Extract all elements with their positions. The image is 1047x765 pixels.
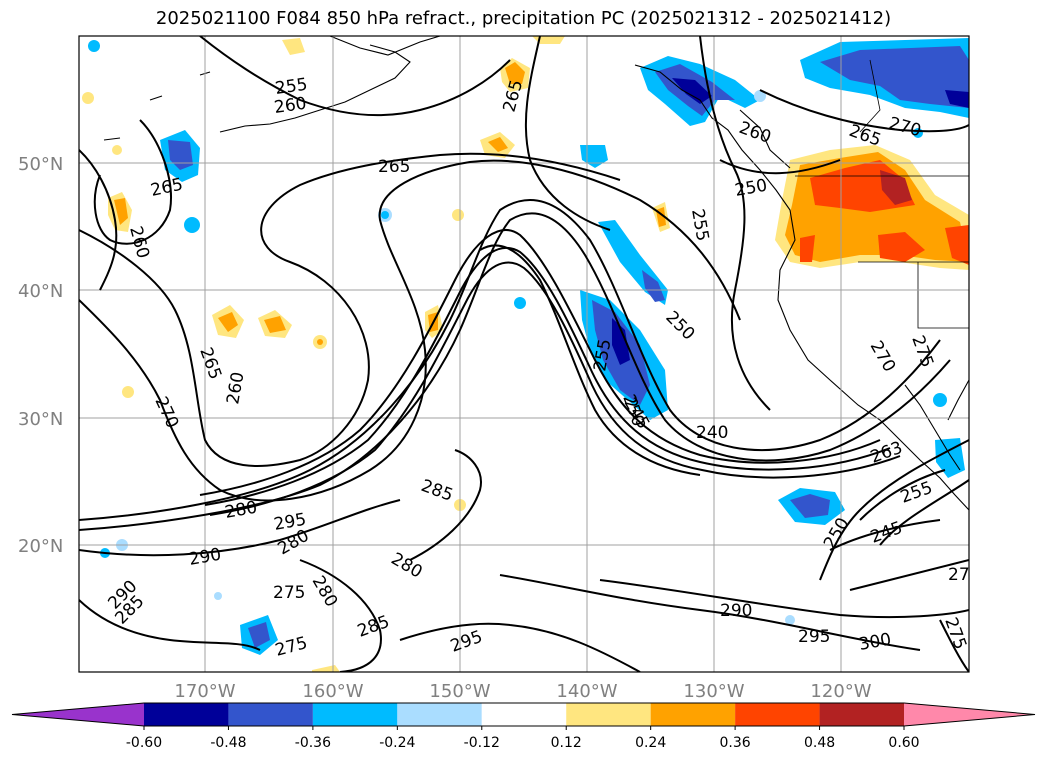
map-background [79, 36, 969, 672]
colorbar: -0.60 -0.48 -0.36 -0.24 -0.12 0.12 0.24 0.36 0.4… [11, 702, 1036, 751]
colorbar-swatch [735, 703, 820, 726]
latitude-labels: 50°N 40°N 30°N 20°N [18, 154, 63, 557]
colorbar-swatch [650, 703, 736, 726]
colorbar-tick-label: -0.36 [295, 735, 331, 751]
lon-label: 150°W [429, 681, 490, 702]
contour-label: 260 [273, 94, 308, 118]
colorbar-swatch [312, 703, 398, 726]
lon-label: 120°W [810, 681, 871, 702]
lat-label: 20°N [18, 536, 63, 557]
colorbar-tick-label: -0.48 [210, 735, 246, 751]
contour-label: 255 [274, 75, 309, 99]
contour-label: 295 [798, 627, 830, 647]
borders [795, 59, 969, 329]
lon-label: 140°W [556, 681, 617, 702]
colorbar-tick-label: -0.24 [379, 735, 415, 751]
contour-label: 290 [720, 601, 752, 621]
longitude-labels: 170°W 160°W 150°W 140°W 130°W 120°W [174, 681, 871, 702]
colorbar-extend-high [904, 703, 1035, 726]
colorbar-swatch [228, 703, 313, 726]
colorbar-extend-low [12, 703, 144, 726]
contour-label: 240 [696, 423, 728, 443]
colorbar-tick-label: 0.12 [551, 735, 582, 751]
colorbar-swatch [481, 703, 567, 726]
colorbar-tick-label: 0.60 [888, 735, 919, 751]
contour-label: 275 [273, 583, 305, 603]
lon-label: 160°W [302, 681, 363, 702]
refractivity-contours [79, 36, 969, 672]
colorbar-swatch [566, 703, 651, 726]
lon-label: 130°W [683, 681, 744, 702]
map-frame [78, 35, 970, 673]
colorbar-swatch [144, 703, 229, 726]
colorbar-tick-label: -0.60 [126, 735, 162, 751]
lat-label: 50°N [18, 154, 63, 175]
contour-label: 27 [948, 565, 970, 585]
lat-label: 40°N [18, 281, 63, 302]
contour-label: 265 [378, 157, 410, 177]
colorbar-swatch [397, 703, 482, 726]
lon-label: 170°W [174, 681, 235, 702]
colorbar-tick-label: 0.36 [720, 735, 751, 751]
colorbar-tick-label: 0.48 [804, 735, 835, 751]
map-title: 2025021100 F084 850 hPa refract., precip… [155, 8, 892, 29]
lat-label: 30°N [18, 409, 63, 430]
colorbar-swatch [819, 703, 904, 726]
colorbar-tick-label: -0.12 [464, 735, 500, 751]
colorbar-tick-label: 0.24 [635, 735, 666, 751]
